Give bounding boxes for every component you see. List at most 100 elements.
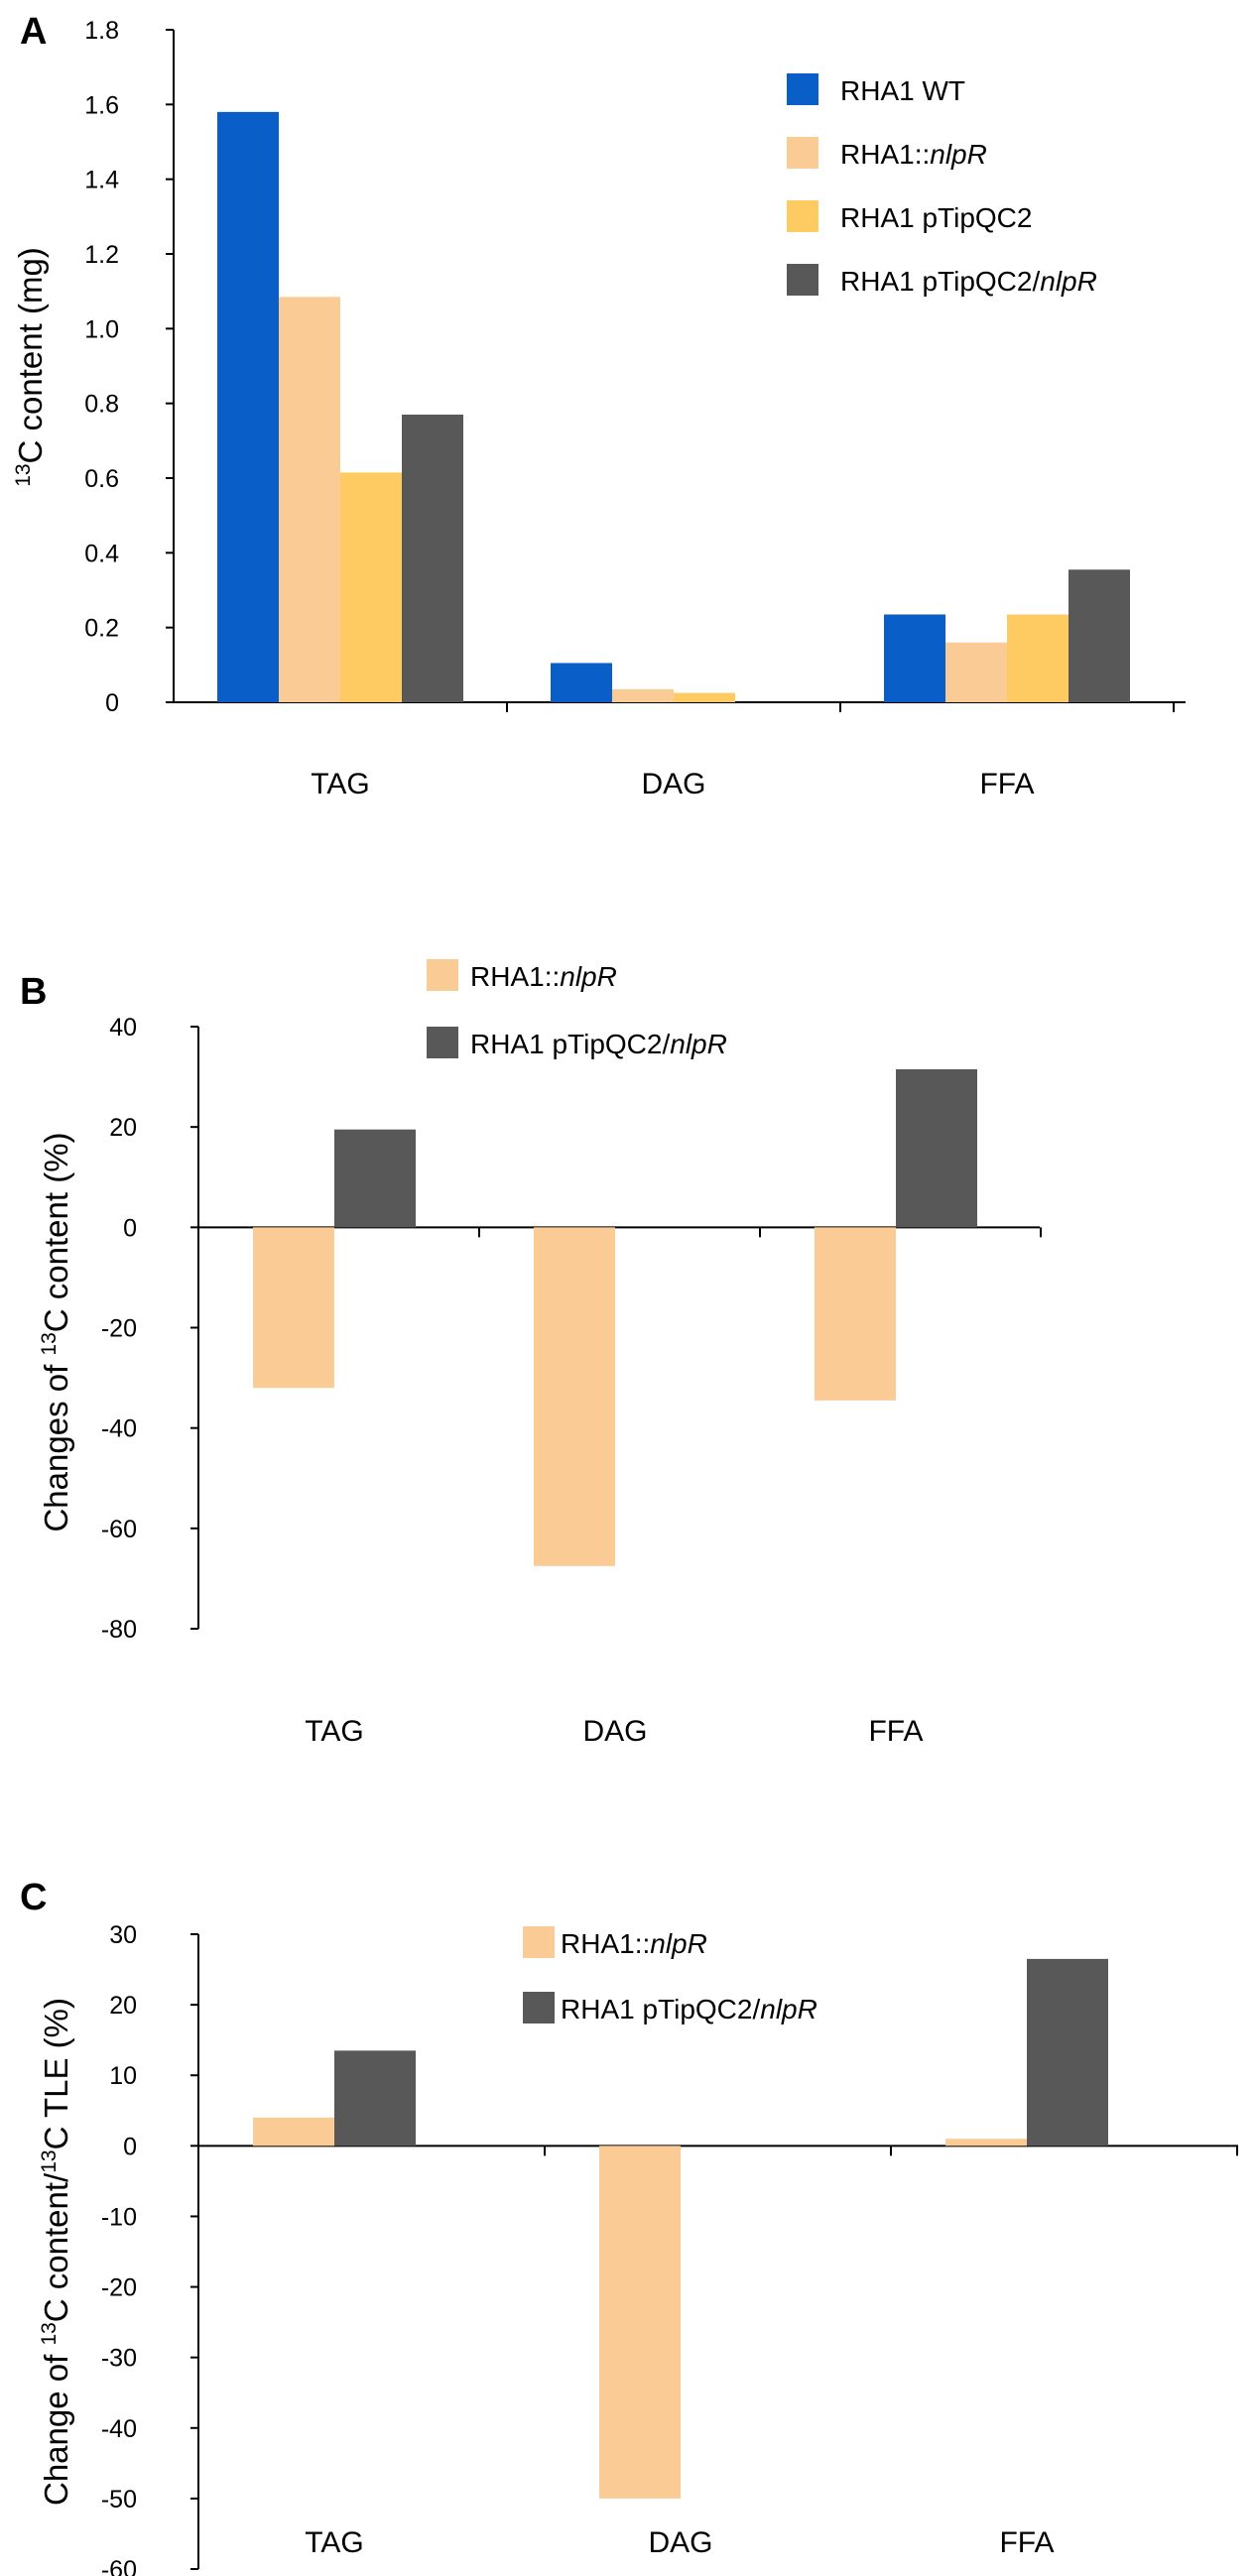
legend-label: RHA1 pTipQC2/nlpR xyxy=(561,1994,817,2024)
panel-A: A 0 0.2 0.4 0.6 0.8 1.0 1.2 1.4 1.6 1.8 TAG DAG FFA RH… xyxy=(12,11,1186,800)
y-tick-label: 0.8 xyxy=(84,391,119,419)
y-tick-label: -60 xyxy=(101,1516,137,1543)
panel-C: C -60 -50 -40 -30 -20 -10 0 10 20 30 TAG DAG FFA RHA1:… xyxy=(20,1877,1238,2576)
y-label-post: C TLE (%) xyxy=(38,1998,74,2149)
legend-text-italic: nlpR xyxy=(650,1928,707,1959)
y-tick-label: -10 xyxy=(101,2203,137,2231)
bar-dag-0 xyxy=(551,663,612,702)
bar-ffa-0 xyxy=(815,1227,896,1401)
legend-swatch xyxy=(523,1926,555,1958)
category-label: DAG xyxy=(648,2526,712,2559)
legend-label: RHA1 pTipQC2/nlpR xyxy=(840,266,1097,297)
legend-swatch xyxy=(787,264,818,296)
category-label: TAG xyxy=(305,2526,363,2559)
y-tick-label: 1.4 xyxy=(84,167,119,194)
legend-text: RHA1 pTipQC2/ xyxy=(840,266,1040,297)
legend-item: RHA1::nlpR xyxy=(427,959,617,992)
y-label-main: C content/ xyxy=(38,2172,74,2322)
y-label-main: C content (%) xyxy=(38,1132,74,1332)
legend-item: RHA1 pTipQC2/nlpR xyxy=(523,1992,817,2024)
y-label-pre: Changes of xyxy=(38,1356,74,1533)
y-label-sup: 13 xyxy=(38,2322,61,2345)
category-label: DAG xyxy=(641,768,705,800)
bar-dag-1 xyxy=(612,688,674,702)
y-tick-label: 1.8 xyxy=(84,17,119,45)
legend-swatch xyxy=(427,959,458,991)
legend-text: RHA1 pTipQC2 xyxy=(840,202,1032,233)
y-tick-label: -40 xyxy=(101,1415,137,1443)
legend-text: RHA1:: xyxy=(561,1928,650,1959)
category-label: TAG xyxy=(311,768,369,800)
y-label-sup2: 13 xyxy=(38,2149,61,2172)
legend-text: RHA1:: xyxy=(840,139,930,170)
bar-tag-3 xyxy=(402,414,463,702)
legend-item: RHA1 pTipQC2/nlpR xyxy=(427,1027,727,1059)
y-tick-label: -20 xyxy=(101,2274,137,2302)
y-tick-label: 30 xyxy=(109,1921,137,1949)
legend-swatch xyxy=(427,1027,458,1058)
bar-tag-1 xyxy=(334,2050,416,2147)
bar-ffa-1 xyxy=(945,642,1007,702)
y-tick-label: -30 xyxy=(101,2345,137,2373)
y-label-main: C content (mg) xyxy=(12,247,49,463)
legend-label: RHA1 WT xyxy=(840,75,965,106)
y-tick-label: 0 xyxy=(123,2133,137,2160)
bar-ffa-2 xyxy=(1007,614,1068,702)
y-tick-label: 20 xyxy=(109,1992,137,2020)
legend-text: RHA1 pTipQC2/ xyxy=(561,1994,760,2024)
legend-swatch xyxy=(523,1992,555,2024)
bar-tag-1 xyxy=(279,297,340,702)
y-tick-label: 0.2 xyxy=(84,615,119,643)
bar-tag-0 xyxy=(253,2117,334,2147)
legend-text: RHA1:: xyxy=(470,961,560,992)
y-axis-label: Change of 13C content/13C TLE (%) xyxy=(38,1998,74,2506)
category-label: DAG xyxy=(582,1715,647,1748)
legend-text: RHA1 WT xyxy=(840,75,965,106)
legend-text-italic: nlpR xyxy=(1040,266,1097,297)
legend-item: RHA1::nlpR xyxy=(787,137,987,170)
y-tick-label: 40 xyxy=(109,1014,137,1042)
legend-label: RHA1 pTipQC2 xyxy=(840,202,1032,233)
category-label: FFA xyxy=(999,2526,1054,2559)
y-tick-label: 1.6 xyxy=(84,91,119,119)
y-tick-label: 20 xyxy=(109,1114,137,1142)
y-tick-label: 0.6 xyxy=(84,465,119,493)
legend-label: RHA1::nlpR xyxy=(470,961,617,992)
bar-dag-2 xyxy=(674,692,735,702)
legend-swatch xyxy=(787,137,818,169)
panel-label: B xyxy=(20,971,47,1013)
y-tick-label: 0 xyxy=(105,689,119,717)
legend-item: RHA1 WT xyxy=(787,73,965,106)
bar-tag-1 xyxy=(334,1129,416,1228)
legend-swatch xyxy=(787,73,818,105)
legend-label: RHA1 pTipQC2/nlpR xyxy=(470,1029,727,1059)
bar-ffa-0 xyxy=(945,2139,1027,2147)
bar-ffa-1 xyxy=(1027,1958,1108,2147)
y-tick-label: -40 xyxy=(101,2415,137,2443)
y-label-sup: 13 xyxy=(12,463,35,486)
legend-text-italic: nlpR xyxy=(760,1994,817,2024)
bar-dag-0 xyxy=(534,1227,615,1566)
legend-text: RHA1 pTipQC2/ xyxy=(470,1029,670,1059)
bar-ffa-3 xyxy=(1068,569,1130,702)
bar-tag-0 xyxy=(217,111,279,702)
y-tick-label: -50 xyxy=(101,2486,137,2514)
y-axis-label: Changes of 13C content (%) xyxy=(38,1132,74,1532)
bar-ffa-0 xyxy=(884,614,945,702)
y-tick-label: 10 xyxy=(109,2062,137,2090)
y-axis-label: 13C content (mg) xyxy=(12,247,49,487)
legend-item: RHA1 pTipQC2/nlpR xyxy=(787,264,1097,297)
legend-item: RHA1::nlpR xyxy=(523,1926,707,1959)
legend-text-italic: nlpR xyxy=(560,961,617,992)
y-tick-label: 1.0 xyxy=(84,315,119,343)
bar-tag-2 xyxy=(340,472,402,702)
panel-label: A xyxy=(20,11,47,53)
bar-dag-0 xyxy=(599,2146,681,2499)
legend-swatch xyxy=(787,200,818,232)
legend-text-italic: nlpR xyxy=(930,139,987,170)
